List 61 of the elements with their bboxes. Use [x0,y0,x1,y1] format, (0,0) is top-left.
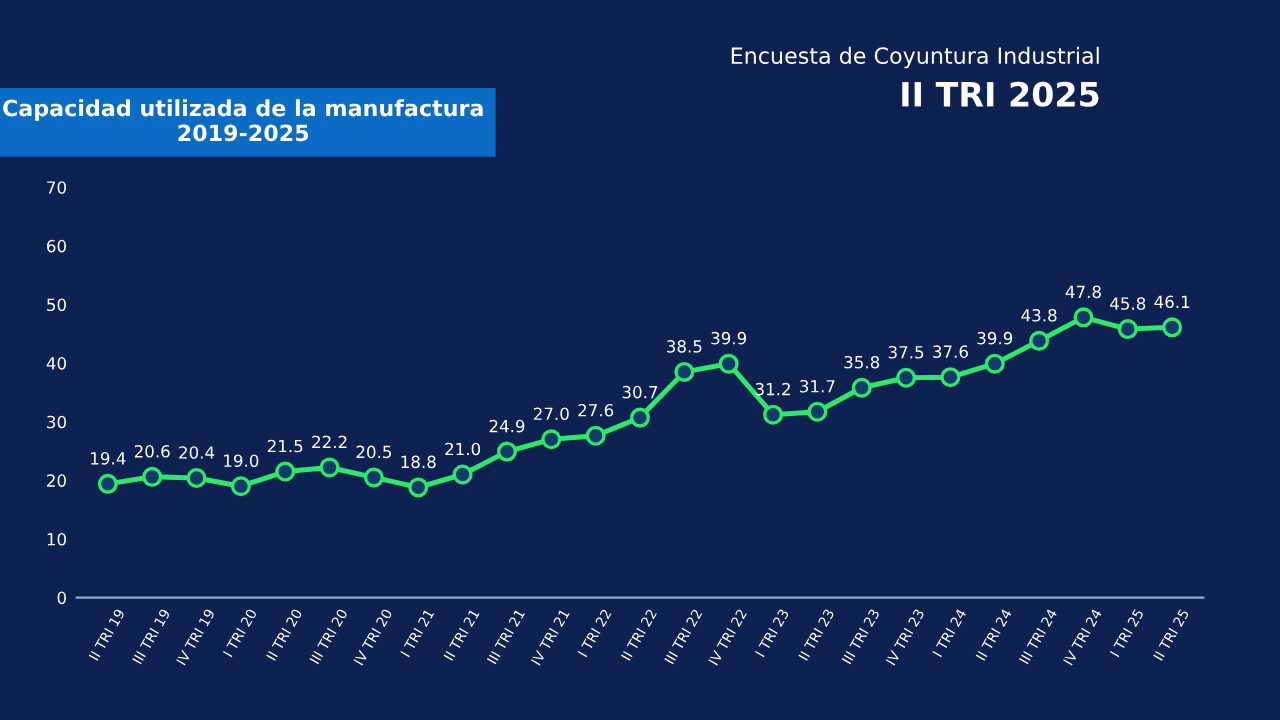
point [97,473,118,494]
point [984,353,1005,374]
data-label: 47.8 [1065,285,1101,299]
y-tick-label: 60 [47,239,66,253]
point [896,367,917,388]
data-label: 38.5 [667,340,702,353]
data-label: 39.9 [977,331,1013,345]
point [1117,319,1138,340]
point [1073,307,1094,328]
point [142,466,163,487]
y-tick-label: 20 [47,474,66,487]
data-label: 46.1 [1154,295,1190,309]
point [319,457,340,478]
point [940,367,961,388]
data-label: 27.0 [533,407,569,421]
data-label: 35.8 [844,355,880,369]
data-label: 31.2 [755,382,790,396]
data-label: 20.4 [179,446,215,459]
point [763,404,784,425]
point [186,467,207,488]
data-label: 39.9 [711,331,747,345]
data-label: 22.2 [312,435,347,448]
data-label: 37.6 [933,345,968,358]
text: II TRI 2025 [902,81,1099,107]
data-label: 45.8 [1110,297,1146,310]
y-tick-label: 70 [47,181,66,194]
point [718,353,739,374]
point [851,377,872,398]
point [452,464,473,485]
point [585,425,606,446]
data-label: 20.5 [356,445,392,459]
y-tick-label: 40 [46,357,66,370]
data-label: 21.5 [267,439,303,453]
point [230,476,251,497]
point [496,441,517,462]
data-label: 31.7 [800,379,835,393]
point [363,467,384,488]
data-label: 30.7 [622,385,658,399]
point [541,429,562,450]
y-tick-label: 30 [47,415,66,429]
point [674,361,695,382]
point [408,477,429,498]
y-tick-label: 50 [47,298,66,312]
data-label: 24.9 [489,419,525,433]
data-label: 37.5 [888,345,924,359]
y-tick-label: 0 [57,591,66,605]
data-label: 27.6 [578,403,614,417]
point [807,401,828,422]
data-label: 21.0 [445,442,481,456]
data-label: 19.4 [91,452,126,465]
text: Encuesta de Coyuntura Industrial [731,46,1099,69]
data-label: 18.8 [401,455,436,469]
point [275,461,296,482]
chart-title: Capacidad utilizada de la manufactura 2019-2025 [3,99,483,142]
point [630,407,650,428]
y-tick-label: 10 [47,532,66,546]
point [1162,317,1183,338]
data-label: 43.8 [1021,308,1057,322]
data-label: 19.0 [224,454,259,467]
point [1029,330,1050,351]
data-label: 20.6 [134,445,170,458]
